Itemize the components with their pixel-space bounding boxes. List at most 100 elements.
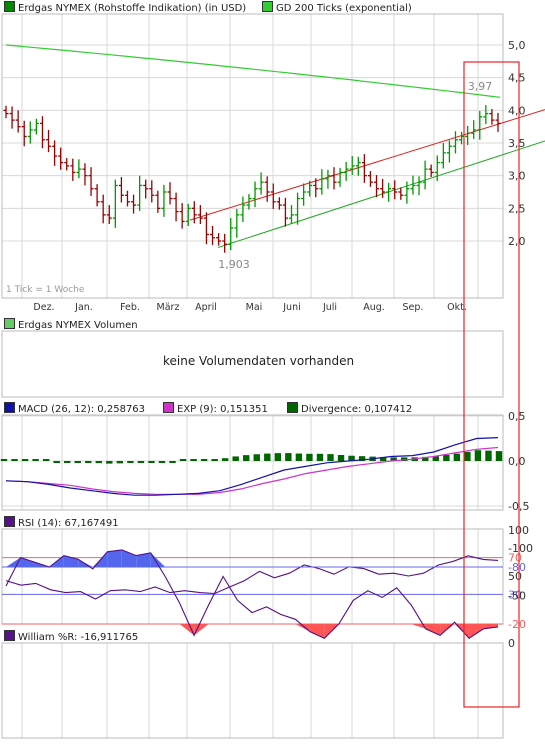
ohlc-bar — [155, 191, 160, 213]
ohlc-bar — [28, 121, 33, 143]
ohlc-bar — [89, 167, 94, 196]
legend-exp: EXP (9): 0,151351 — [163, 402, 268, 416]
divergence-bar — [148, 461, 154, 463]
ohlc-bar — [119, 177, 124, 202]
divergence-bar — [201, 459, 207, 461]
panel-frame-4 — [2, 643, 503, 738]
price-x-tick: März — [157, 302, 180, 313]
divergence-bar — [159, 461, 165, 463]
ohlc-bar — [168, 182, 173, 204]
ohlc-bar — [271, 184, 276, 209]
legend-rsi: RSI (14): 67,167491 — [4, 516, 119, 530]
legend-macd: MACD (26, 12): 0,258763 — [4, 402, 145, 416]
ohlc-bar — [210, 226, 215, 245]
ohlc-bar — [277, 197, 282, 209]
legend-price-swatch — [4, 1, 15, 12]
price-y-tick: 5,0 — [508, 39, 526, 52]
exp-line — [6, 448, 498, 495]
volume-empty-message: keine Volumendaten vorhanden — [163, 355, 354, 367]
ohlc-bar — [489, 109, 494, 125]
divergence-bar — [317, 454, 323, 461]
legend-williams: William %R: -16,911765 — [4, 630, 138, 644]
ohlc-bar — [70, 159, 75, 181]
macd-y-tick: 0,0 — [508, 455, 526, 468]
ohlc-bar — [283, 198, 288, 227]
divergence-bar — [327, 454, 333, 461]
ohlc-bar — [423, 161, 428, 190]
ohlc-bar — [64, 158, 69, 170]
ohlc-bar — [10, 106, 15, 128]
divergence-bar — [117, 461, 123, 463]
ohlc-bar — [325, 170, 330, 189]
price-x-tick: Mai — [246, 302, 263, 313]
ohlc-bar — [265, 176, 270, 201]
ohlc-bar — [234, 209, 239, 238]
gd200-line — [6, 45, 500, 97]
ohlc-bar — [174, 193, 179, 222]
ohlc-bar — [228, 218, 233, 250]
ohlc-bar — [319, 169, 324, 194]
ohlc-bar — [137, 176, 142, 211]
williams-overbought-fill — [310, 624, 324, 638]
tick-footnote: 1 Tick = 1 Woche — [6, 284, 84, 296]
legend-divergence-label: Divergence: 0,107412 — [301, 404, 412, 415]
ohlc-bar — [338, 168, 343, 187]
price-y-tick: 2,0 — [508, 235, 526, 248]
divergence-bar — [85, 461, 91, 463]
ohlc-bar — [52, 140, 57, 165]
divergence-bar — [127, 461, 133, 463]
divergence-bar — [275, 453, 281, 461]
williams-y-tick: 0 — [508, 637, 515, 650]
legend-williams-label: William %R: -16,911765 — [18, 632, 138, 643]
divergence-bar — [475, 450, 481, 461]
ohlc-bar — [471, 120, 476, 139]
legend-gd200-swatch — [262, 1, 273, 12]
ohlc-bar — [253, 182, 258, 207]
divergence-bar — [180, 459, 186, 461]
ohlc-bar — [222, 234, 227, 253]
divergence-bar — [211, 459, 217, 461]
divergence-bar — [496, 451, 502, 461]
divergence-bar — [43, 459, 49, 461]
legend-williams-swatch — [4, 630, 15, 641]
panel-frame-0 — [2, 14, 503, 298]
divergence-bar — [338, 455, 344, 461]
ohlc-bar — [368, 171, 373, 187]
divergence-bar — [485, 451, 491, 461]
divergence-bar — [443, 455, 449, 461]
ohlc-bar — [483, 105, 488, 124]
legend-rsi-label: RSI (14): 67,167491 — [18, 518, 119, 529]
williams-y-tick: -80 — [508, 561, 526, 574]
divergence-bar — [75, 461, 81, 463]
high-annotation: 3,97 — [468, 80, 493, 93]
price-x-tick: Dez. — [33, 302, 54, 313]
ohlc-bar — [143, 180, 148, 199]
price-y-tick: 2,5 — [508, 202, 526, 215]
price-x-tick: April — [195, 302, 217, 313]
price-x-tick: Feb. — [120, 302, 140, 313]
divergence-bar — [233, 456, 239, 461]
divergence-bar — [264, 454, 270, 461]
divergence-bar — [1, 459, 7, 461]
williams-y-tick: -50 — [508, 590, 526, 603]
price-y-tick: 4,0 — [508, 104, 526, 117]
divergence-bar — [96, 461, 102, 463]
ohlc-bar — [380, 179, 385, 198]
divergence-bar — [190, 459, 196, 461]
divergence-bar — [454, 454, 460, 461]
legend-divergence-swatch — [287, 402, 298, 413]
legend-volume-swatch — [4, 318, 15, 329]
ohlc-bar — [301, 184, 306, 206]
legend-volume-label: Erdgas NYMEX Volumen — [18, 320, 138, 331]
price-x-tick: Aug. — [363, 302, 385, 313]
ohlc-bar — [350, 156, 355, 175]
ohlc-bar — [356, 157, 361, 176]
ohlc-bar — [410, 176, 415, 195]
williams-oversold-fill — [107, 550, 121, 567]
divergence-bar — [53, 461, 59, 463]
legend-volume: Erdgas NYMEX Volumen — [4, 318, 138, 332]
divergence-bar — [32, 459, 38, 461]
legend-rsi-swatch — [4, 516, 15, 527]
macd-y-tick: 0,5 — [508, 410, 526, 423]
